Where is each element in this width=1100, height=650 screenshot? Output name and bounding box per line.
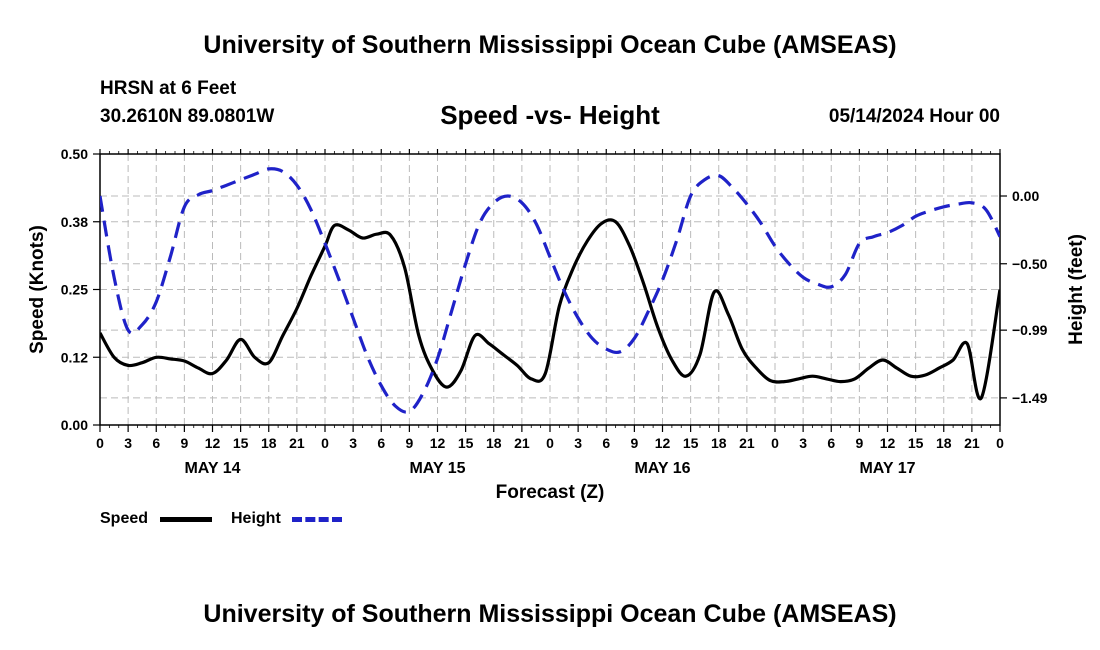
x-tick-label: 15 (233, 435, 249, 451)
y-axis-label: Speed (Knots) (27, 225, 48, 354)
x-tick-label: 3 (799, 435, 807, 451)
station-label: HRSN at 6 Feet (100, 78, 237, 99)
y2-tick-label: −0.99 (1012, 322, 1048, 338)
legend-height-label: Height (231, 510, 281, 527)
x-tick-label: 9 (630, 435, 638, 451)
series-line-speed (100, 218, 1000, 401)
y-tick-label: 0.38 (61, 214, 88, 230)
coordinates-label: 30.2610N 89.0801W (100, 106, 275, 127)
x-tick-label: 18 (711, 435, 727, 451)
x-tick-label: 18 (486, 435, 502, 451)
x-tick-label: 15 (683, 435, 699, 451)
x-tick-label: 18 (936, 435, 952, 451)
x-tick-label: 6 (602, 435, 610, 451)
day-label: MAY 15 (409, 460, 465, 477)
chart-title: Speed -vs- Height (440, 100, 660, 130)
x-tick-label: 6 (377, 435, 385, 451)
x-tick-label: 15 (908, 435, 924, 451)
y2-tick-label: 0.00 (1012, 188, 1039, 204)
x-tick-label: 21 (514, 435, 530, 451)
x-tick-label: 9 (405, 435, 413, 451)
y2-axis-label: Height (feet) (1066, 234, 1087, 345)
y2-tick-label: −0.50 (1012, 256, 1048, 272)
x-tick-label: 18 (261, 435, 277, 451)
x-tick-label: 21 (739, 435, 755, 451)
x-tick-label: 3 (124, 435, 132, 451)
legend-height-swatch (292, 517, 342, 522)
legend-speed-label: Speed (100, 510, 149, 527)
day-label: MAY 14 (184, 460, 240, 477)
x-tick-label: 21 (964, 435, 980, 451)
series-line-height (100, 167, 1000, 414)
day-label: MAY 17 (859, 460, 915, 477)
x-tick-label: 6 (827, 435, 835, 451)
x-tick-label: 0 (771, 435, 779, 451)
x-tick-label: 15 (458, 435, 474, 451)
x-tick-label: 3 (349, 435, 357, 451)
legend-speed-swatch (160, 517, 212, 522)
x-tick-label: 6 (152, 435, 160, 451)
x-axis-label: Forecast (Z) (495, 482, 605, 503)
x-tick-label: 12 (655, 435, 671, 451)
x-tick-label: 21 (289, 435, 305, 451)
x-tick-label: 9 (180, 435, 188, 451)
top-title: University of Southern Mississippi Ocean… (203, 31, 897, 59)
date-label: 05/14/2024 Hour 00 (828, 106, 1000, 127)
x-tick-label: 0 (321, 435, 329, 451)
y-tick-label: 0.12 (61, 349, 88, 365)
x-tick-label: 12 (205, 435, 221, 451)
x-tick-label: 3 (574, 435, 582, 451)
x-tick-label: 12 (880, 435, 896, 451)
bottom-title: University of Southern Mississippi Ocean… (203, 600, 897, 628)
x-tick-label: 0 (546, 435, 554, 451)
y-tick-label: 0.00 (61, 417, 88, 433)
x-tick-label: 0 (96, 435, 104, 451)
y-tick-label: 0.50 (61, 146, 88, 162)
day-label: MAY 16 (634, 460, 690, 477)
y2-tick-label: −1.49 (1012, 390, 1048, 406)
x-tick-label: 9 (855, 435, 863, 451)
x-tick-label: 12 (430, 435, 446, 451)
y-tick-label: 0.25 (61, 282, 88, 298)
x-tick-label: 0 (996, 435, 1004, 451)
